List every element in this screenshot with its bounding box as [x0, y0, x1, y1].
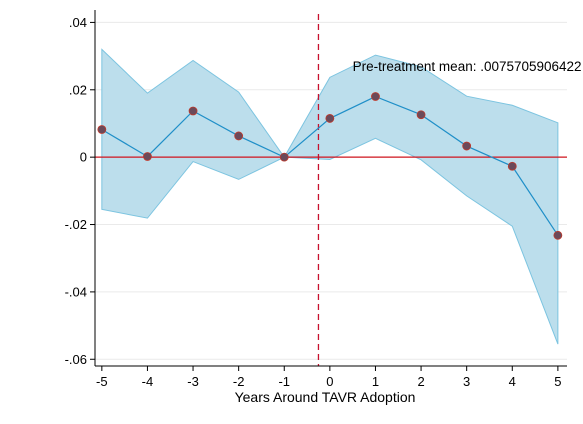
estimate-point [188, 106, 198, 116]
estimate-points [97, 92, 563, 240]
x-tick-label: -3 [187, 374, 199, 389]
x-tick-label: 0 [326, 374, 333, 389]
estimate-point [325, 114, 335, 123]
estimate-point [462, 141, 472, 151]
y-axis: .04 .02 0 -.02 -.04 -.06 [65, 10, 96, 367]
x-tick-label: -2 [233, 374, 245, 389]
x-tick-label: -1 [278, 374, 290, 389]
x-axis-title: Years Around TAVR Adoption [235, 389, 416, 405]
y-tick-label: -.04 [65, 284, 87, 299]
x-tick-label: 2 [417, 374, 424, 389]
y-tick-label: -.02 [65, 217, 87, 232]
confidence-band [101, 48, 559, 345]
estimate-point [97, 125, 107, 134]
x-tick-label: 3 [463, 374, 470, 389]
pre-treatment-mean-annotation: Pre-treatment mean: .0075705906422 [353, 59, 582, 74]
x-tick-label: 1 [372, 374, 379, 389]
x-axis: -5 -4 -3 -2 -1 0 1 2 3 4 5 [95, 365, 567, 389]
x-tick-label: -5 [96, 374, 108, 389]
estimate-point [234, 131, 244, 141]
estimate-point [507, 161, 517, 171]
y-tick-label: -.06 [65, 352, 87, 367]
estimate-point [371, 92, 380, 101]
estimate-point [143, 152, 152, 161]
y-tick-label: .02 [69, 82, 87, 97]
estimate-point [279, 152, 289, 162]
estimate-point [553, 230, 563, 240]
y-tick-label: .04 [69, 15, 87, 30]
x-tick-label: 5 [554, 374, 561, 389]
x-tick-label: 4 [509, 374, 516, 389]
x-tick-label: -4 [142, 374, 154, 389]
estimate-point [416, 110, 426, 120]
y-tick-label: 0 [80, 150, 87, 165]
